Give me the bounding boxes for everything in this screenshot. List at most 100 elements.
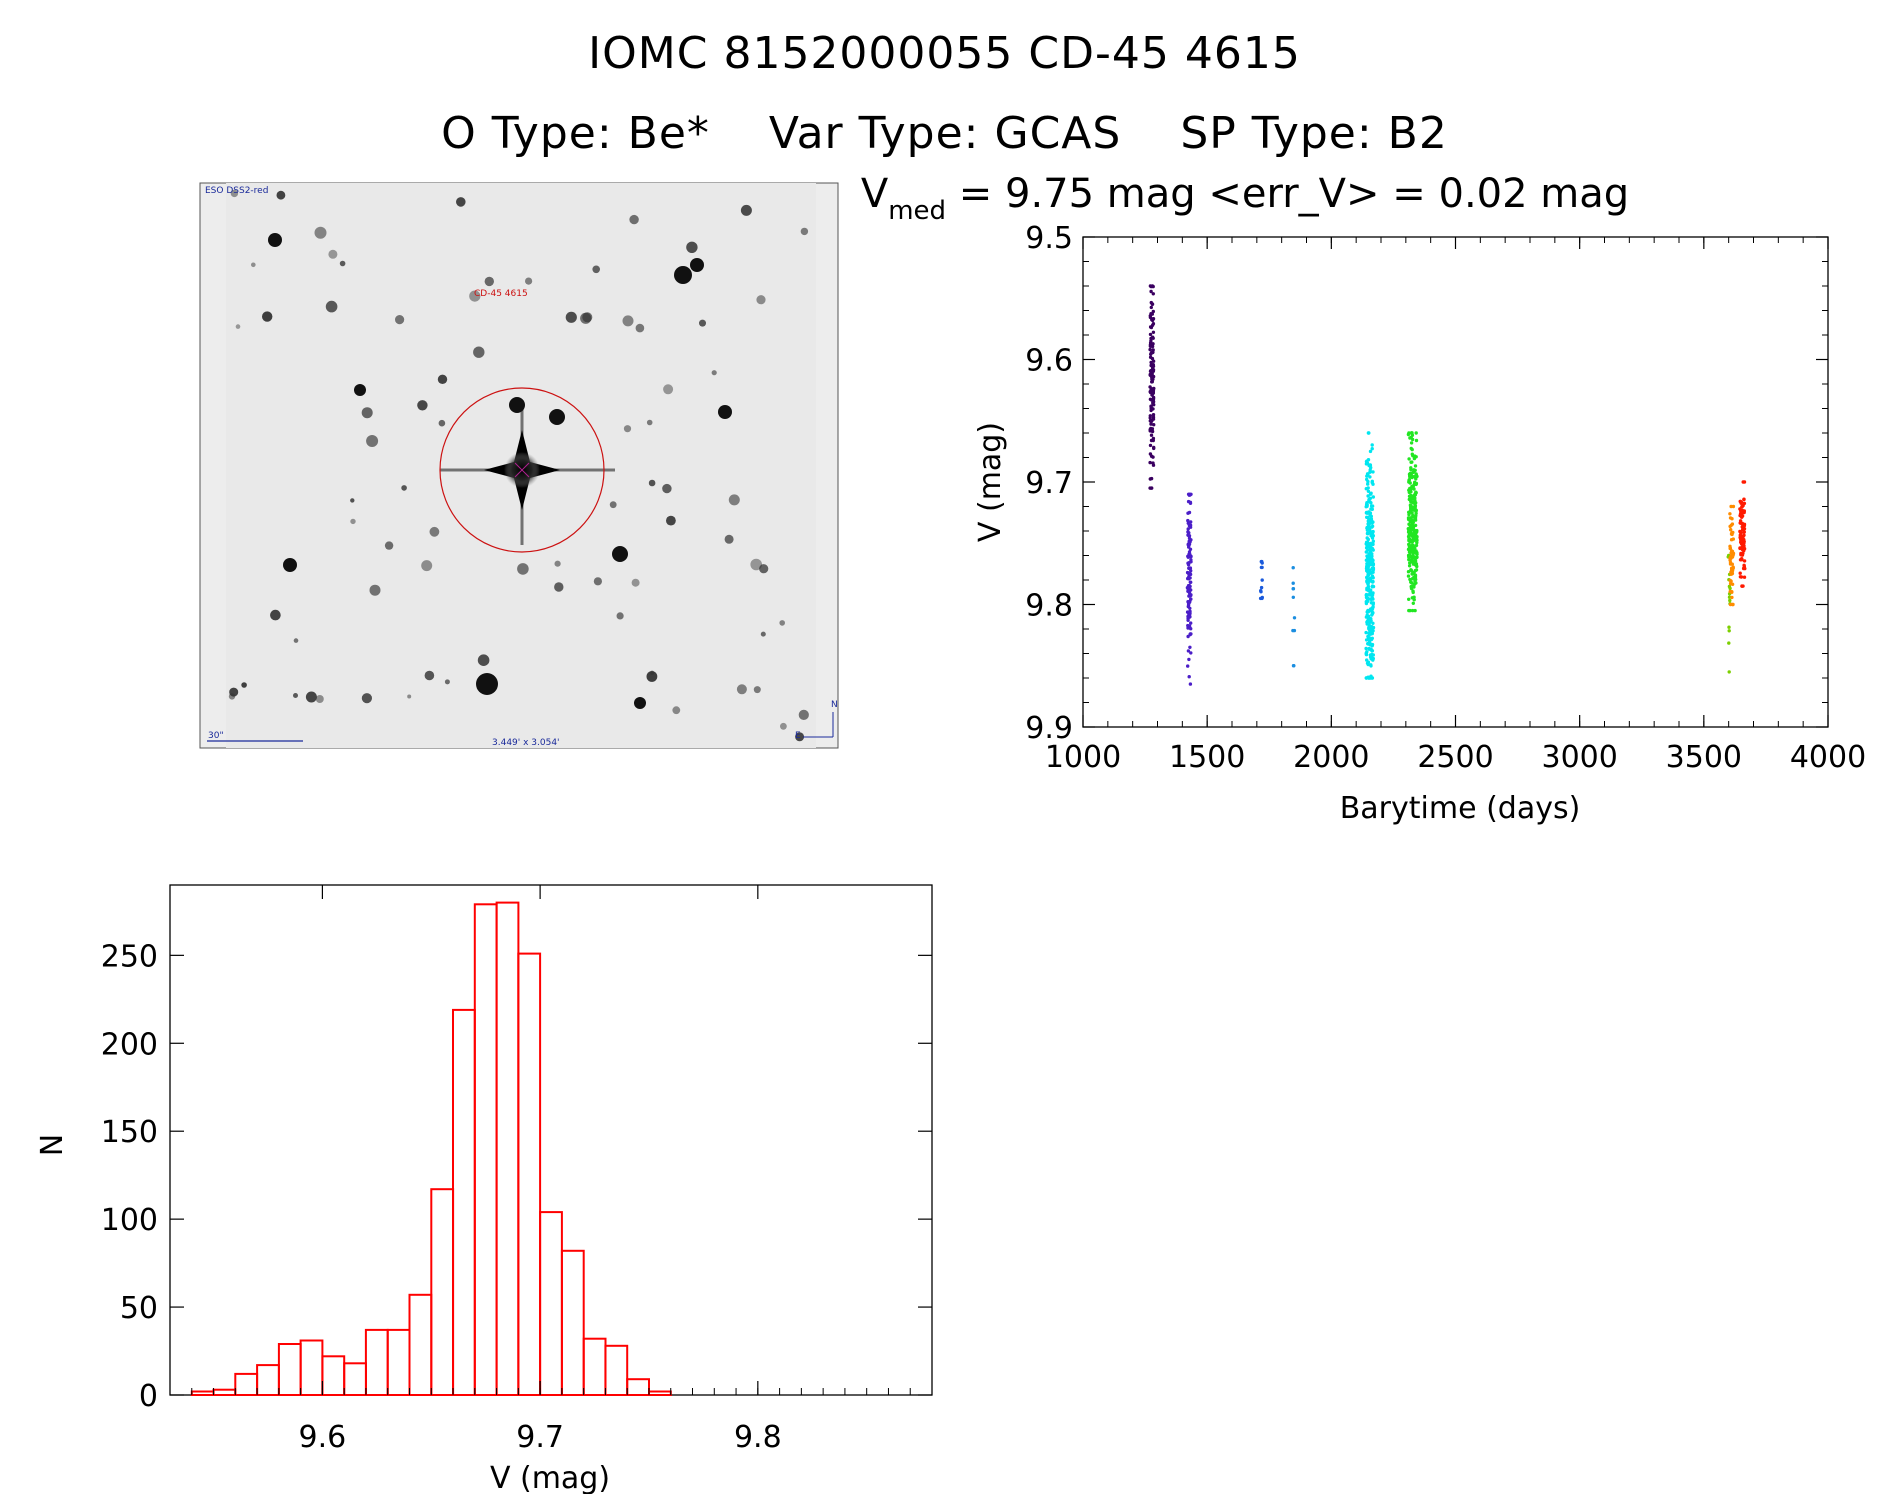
star bbox=[740, 204, 752, 216]
light-curve-point bbox=[1739, 575, 1744, 579]
light-curve-point bbox=[1406, 432, 1411, 437]
light-curve-point bbox=[1406, 534, 1411, 539]
histogram-bar bbox=[408, 1293, 433, 1397]
light-curve-point bbox=[1410, 447, 1414, 452]
light-curve-point bbox=[1368, 449, 1373, 454]
star bbox=[593, 577, 603, 586]
light-curve-point bbox=[1149, 325, 1154, 330]
light-curve-point bbox=[1369, 571, 1373, 575]
light-curve-point bbox=[1731, 530, 1735, 535]
star bbox=[699, 319, 706, 327]
star bbox=[718, 405, 732, 419]
light-curve-point bbox=[1366, 587, 1370, 591]
light-curve-point bbox=[1412, 468, 1416, 472]
light-curve-point bbox=[1187, 600, 1192, 604]
star bbox=[780, 722, 787, 730]
light-curve-point bbox=[1151, 359, 1156, 363]
histogram-bar bbox=[234, 1372, 259, 1397]
histogram-bar bbox=[539, 1211, 563, 1396]
light-curve-point bbox=[1409, 499, 1413, 504]
light-curve-point bbox=[1368, 529, 1372, 533]
light-curve-point bbox=[1728, 589, 1732, 594]
light-curve-point bbox=[1367, 517, 1371, 521]
light-curve-point bbox=[1188, 580, 1193, 584]
light-curve-point bbox=[1150, 356, 1155, 361]
star bbox=[629, 214, 639, 225]
light-curve-point bbox=[1186, 604, 1191, 609]
light-curve-point bbox=[1406, 527, 1411, 531]
light-curve-point bbox=[1366, 578, 1371, 582]
light-curve-point bbox=[1189, 569, 1193, 573]
star bbox=[779, 620, 785, 626]
light-curve-point bbox=[1152, 445, 1156, 450]
light-curve-point bbox=[1730, 517, 1734, 521]
light-curve-point bbox=[1148, 344, 1153, 348]
light-curve-title: Vmed = 9.75 mag <err_V> = 0.02 mag bbox=[861, 171, 1629, 226]
light-curve-point bbox=[1410, 608, 1415, 613]
star bbox=[230, 189, 239, 198]
light-curve-point bbox=[1413, 517, 1418, 521]
star bbox=[592, 265, 600, 274]
light-curve-point bbox=[1411, 551, 1416, 555]
star bbox=[711, 370, 717, 376]
light-curve-point bbox=[1366, 634, 1370, 639]
light-curve-point bbox=[1411, 474, 1415, 479]
star bbox=[616, 612, 624, 620]
light-curve-xlabel: Barytime (days) bbox=[1340, 791, 1581, 826]
light-curve-point bbox=[1738, 521, 1742, 525]
light-curve-point bbox=[1291, 664, 1296, 668]
light-curve-point bbox=[1367, 646, 1371, 651]
star bbox=[666, 515, 676, 526]
star bbox=[759, 564, 769, 574]
star bbox=[293, 638, 299, 643]
light-curve-point bbox=[1187, 572, 1191, 577]
light-curve-point bbox=[1413, 501, 1417, 506]
light-curve-point bbox=[1740, 524, 1745, 528]
star bbox=[325, 300, 338, 313]
light-curve-point bbox=[1406, 574, 1411, 578]
light-curve-point bbox=[1410, 460, 1414, 464]
light-curve-point bbox=[1727, 670, 1731, 674]
light-curve-point bbox=[1186, 664, 1190, 668]
star bbox=[554, 582, 564, 592]
light-curve-point bbox=[1407, 608, 1411, 613]
light-curve-point bbox=[1730, 602, 1735, 607]
light-curve-point bbox=[1742, 575, 1747, 579]
figure-title: IOMC 8152000055 CD-45 4615 bbox=[588, 28, 1301, 79]
star bbox=[753, 686, 761, 694]
light-curve-point bbox=[1186, 618, 1190, 622]
light-curve-point bbox=[1365, 461, 1370, 465]
light-curve-point bbox=[1149, 429, 1153, 433]
light-curve-point bbox=[1149, 351, 1154, 355]
star bbox=[424, 670, 435, 681]
light-curve-point bbox=[1187, 534, 1192, 538]
light-curve-xtick-label: 2000 bbox=[1293, 740, 1369, 775]
light-curve-point bbox=[1414, 577, 1418, 582]
star bbox=[469, 290, 481, 302]
star bbox=[525, 277, 533, 285]
figure-subtitle: O Type: Be* Var Type: GCAS SP Type: B2 bbox=[0, 108, 1889, 159]
light-curve-point bbox=[1371, 621, 1375, 625]
light-curve-point bbox=[1187, 531, 1191, 535]
histogram-bar bbox=[256, 1364, 280, 1396]
scale-label: 30" bbox=[208, 731, 224, 741]
light-curve-point bbox=[1368, 655, 1373, 659]
histogram-bar bbox=[582, 1337, 607, 1396]
light-curve-point bbox=[1740, 558, 1744, 562]
light-curve-point bbox=[1740, 584, 1744, 588]
light-curve-point bbox=[1738, 546, 1742, 550]
title-v: V bbox=[861, 171, 889, 217]
light-curve-point bbox=[1150, 392, 1155, 397]
light-curve-point bbox=[1741, 503, 1745, 508]
light-curve-point bbox=[1188, 682, 1193, 686]
light-curve-point bbox=[1366, 458, 1371, 462]
light-curve-point bbox=[1292, 616, 1297, 620]
light-curve-point bbox=[1370, 536, 1375, 540]
light-curve-point bbox=[1409, 523, 1413, 528]
light-curve-point bbox=[1414, 481, 1419, 486]
light-curve-point bbox=[1291, 595, 1296, 599]
star bbox=[401, 485, 407, 491]
star bbox=[582, 312, 593, 323]
star bbox=[798, 709, 809, 721]
